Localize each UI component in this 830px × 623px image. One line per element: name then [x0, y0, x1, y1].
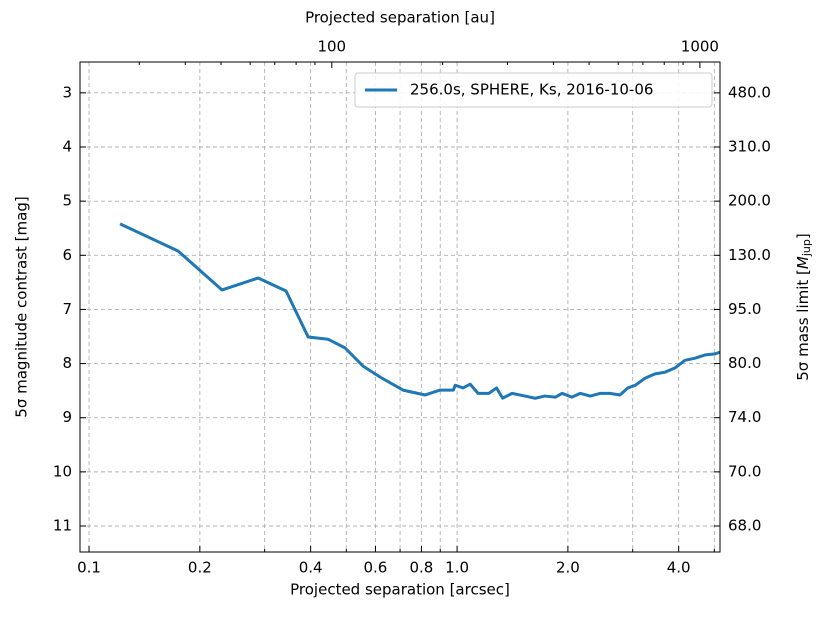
x2-tick-label: 1000: [681, 38, 719, 56]
y-tick-label: 5: [62, 192, 72, 210]
legend-label: 256.0s, SPHERE, Ks, 2016-10-06: [410, 81, 653, 99]
y2-tick-label: 130.0: [728, 246, 771, 264]
y-tick-label: 10: [53, 462, 72, 480]
y-tick-label: 4: [62, 138, 72, 156]
y2-label-part: ]: [794, 233, 812, 239]
y2-tick-label: 80.0: [728, 354, 761, 372]
y2-label-part: jup: [800, 239, 813, 257]
x-tick-label: 0.6: [364, 559, 388, 577]
x-tick-label: 0.4: [299, 559, 323, 577]
x-tick-label: 0.8: [409, 559, 433, 577]
x-tick-label: 4.0: [667, 559, 691, 577]
y-tick-label: 9: [62, 408, 72, 426]
x-tick-label: 1.0: [445, 559, 469, 577]
y2-tick-label: 480.0: [728, 83, 771, 101]
legend-box: [354, 72, 713, 108]
x2-tick-label: 100: [317, 38, 346, 56]
y2-label-part: M: [794, 256, 812, 269]
plot-frame: [79, 61, 721, 553]
y2-tick-label: 74.0: [728, 408, 761, 426]
x-tick-label: 0.2: [188, 559, 212, 577]
y2-tick-label: 200.0: [728, 192, 771, 210]
y-tick-label: 11: [53, 517, 72, 535]
y-tick-label: 8: [62, 354, 72, 372]
data-line: [119, 222, 720, 400]
x2-axis-label: Projected separation [au]: [305, 9, 495, 27]
y2-tick-label: 95.0: [728, 300, 761, 318]
y-tick-label: 6: [62, 246, 72, 264]
y2-tick-label: 68.0: [728, 517, 761, 535]
y2-tick-label: 310.0: [728, 138, 771, 156]
y-tick-label: 3: [62, 83, 72, 101]
y-tick-label: 7: [62, 300, 72, 318]
y-axis-label: 5σ magnitude contrast [mag]: [13, 196, 31, 417]
x-tick-label: 0.1: [77, 559, 101, 577]
y2-tick-label: 70.0: [728, 462, 761, 480]
x-axis-label: Projected separation [arcsec]: [290, 581, 510, 599]
legend: 256.0s, SPHERE, Ks, 2016-10-06: [354, 72, 713, 108]
y2-axis-label: 5σ mass limit [Mjup]: [794, 233, 814, 380]
y2-label-part: 5σ mass limit [: [794, 269, 812, 381]
x-tick-label: 2.0: [556, 559, 580, 577]
